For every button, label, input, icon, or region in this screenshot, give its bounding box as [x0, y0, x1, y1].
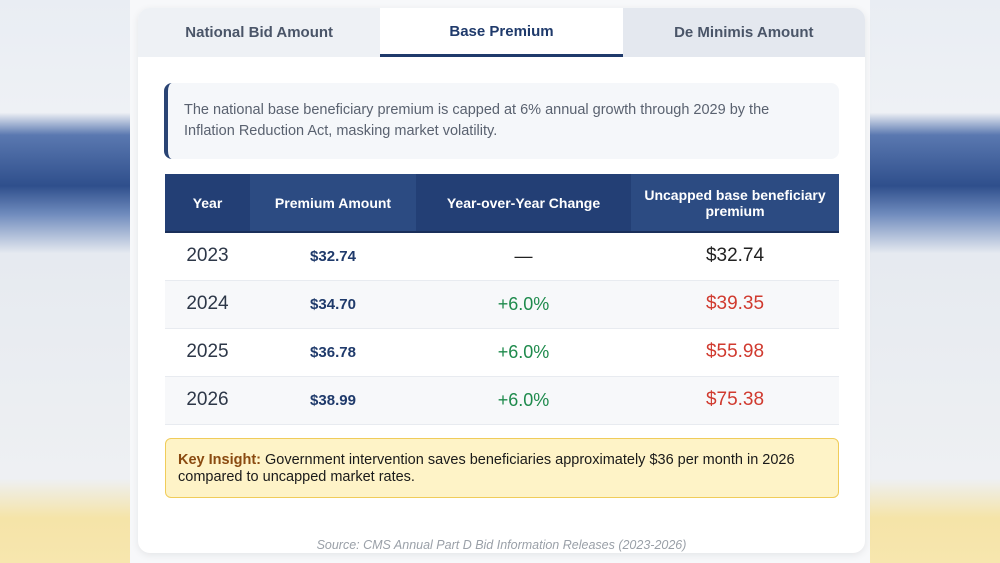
tab-bar: National Bid Amount Base Premium De Mini…	[138, 8, 865, 57]
premium-cell: $38.99	[250, 376, 416, 425]
background-blur-right	[870, 0, 1000, 563]
year-cell: 2023	[165, 232, 250, 281]
premium-cell: $34.70	[250, 280, 416, 329]
year-cell: 2025	[165, 328, 250, 377]
header-year: Year	[165, 174, 250, 233]
tab-de-minimis-amount[interactable]: De Minimis Amount	[622, 8, 865, 57]
year-cell: 2024	[165, 280, 250, 329]
background-blur-left	[0, 0, 130, 563]
yoy-cell: +6.0%	[416, 280, 631, 329]
table-row: 2026 $38.99 +6.0% $75.38	[165, 376, 839, 425]
premium-cell: $32.74	[250, 232, 416, 281]
yoy-cell: +6.0%	[416, 328, 631, 377]
header-uncapped: Uncapped base beneficiary premium	[631, 174, 839, 233]
year-cell: 2026	[165, 376, 250, 425]
key-insight-text: Government intervention saves beneficiar…	[178, 452, 795, 485]
premium-card: National Bid Amount Base Premium De Mini…	[138, 8, 865, 553]
table-row: 2025 $36.78 +6.0% $55.98	[165, 328, 839, 377]
info-note: The national base beneficiary premium is…	[164, 83, 839, 159]
page: National Bid Amount Base Premium De Mini…	[130, 0, 870, 563]
yoy-cell: +6.0%	[416, 376, 631, 425]
key-insight-box: Key Insight: Government intervention sav…	[165, 438, 839, 498]
uncapped-cell: $32.74	[631, 232, 839, 281]
premium-cell: $36.78	[250, 328, 416, 377]
header-yoy-change: Year-over-Year Change	[416, 174, 631, 233]
source-note: Source: CMS Annual Part D Bid Informatio…	[316, 538, 687, 552]
table-row: 2023 $32.74 — $32.74	[165, 232, 839, 281]
premium-table: Year Premium Amount Year-over-Year Chang…	[165, 174, 839, 425]
uncapped-cell: $39.35	[631, 280, 839, 329]
uncapped-cell: $75.38	[631, 376, 839, 425]
yoy-cell: —	[416, 232, 631, 281]
tab-national-bid-amount[interactable]: National Bid Amount	[185, 24, 334, 41]
tab-base-premium[interactable]: Base Premium	[380, 8, 623, 57]
table-row: 2024 $34.70 +6.0% $39.35	[165, 280, 839, 329]
header-premium-amount: Premium Amount	[250, 174, 416, 233]
key-insight-label: Key Insight:	[178, 452, 261, 468]
uncapped-cell: $55.98	[631, 328, 839, 377]
